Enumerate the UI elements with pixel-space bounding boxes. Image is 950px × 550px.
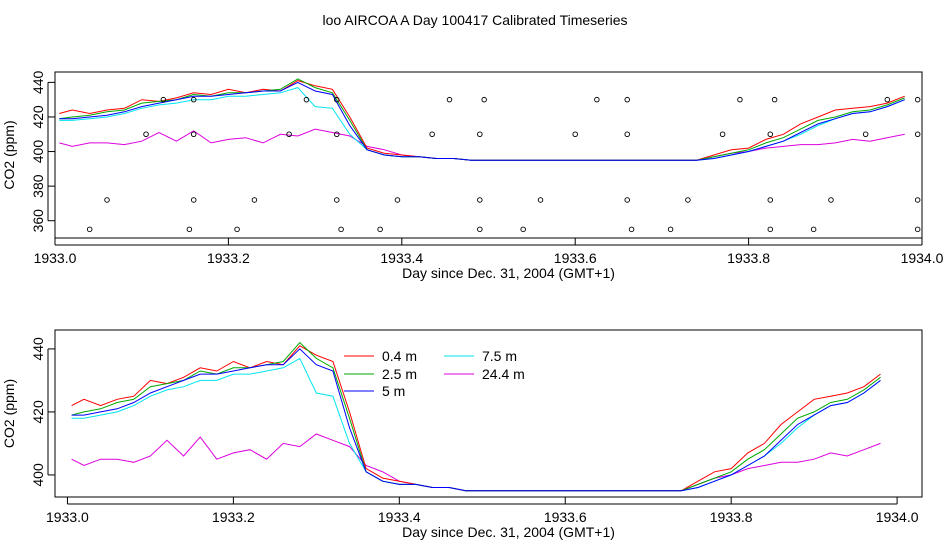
data-marker bbox=[86, 226, 93, 233]
data-marker bbox=[667, 226, 674, 233]
data-marker bbox=[334, 131, 340, 137]
data-marker bbox=[481, 96, 487, 103]
legend-label: 2.5 m bbox=[382, 366, 417, 382]
legend-label: 0.4 m bbox=[382, 348, 417, 364]
data-marker bbox=[186, 226, 193, 233]
data-marker bbox=[537, 197, 544, 203]
legend-label: 5 m bbox=[382, 383, 405, 399]
legend-label: 24.4 m bbox=[482, 366, 525, 382]
data-marker bbox=[572, 131, 578, 137]
data-marker bbox=[914, 226, 921, 233]
data-marker bbox=[143, 131, 149, 137]
data-marker bbox=[477, 131, 483, 137]
x-tick-label: 1933.6 bbox=[554, 250, 597, 266]
plot-area bbox=[71, 341, 881, 492]
series-line-h5 bbox=[71, 348, 881, 492]
data-marker bbox=[334, 96, 340, 103]
series-line-h0_4 bbox=[71, 345, 881, 492]
data-marker bbox=[303, 96, 310, 103]
x-axis-title: Day since Dec. 31, 2004 (GMT+1) bbox=[402, 265, 615, 281]
x-tick-label: 1933.6 bbox=[544, 509, 587, 525]
bottom-panel: 1933.0 1933.2 1933.4 1933.6 1933.8 1934.0 Day … bbox=[1, 329, 923, 540]
data-marker bbox=[914, 131, 921, 137]
data-marker bbox=[446, 96, 453, 103]
data-marker bbox=[104, 197, 110, 203]
data-marker bbox=[719, 131, 726, 137]
x-tick-label: 1933.2 bbox=[207, 250, 250, 266]
series-line-h5 bbox=[59, 81, 905, 161]
y-tick-label: 360 bbox=[30, 209, 46, 233]
data-marker bbox=[234, 226, 240, 233]
y-tick-label: 440 bbox=[30, 70, 46, 94]
data-marker bbox=[685, 197, 691, 203]
data-marker bbox=[771, 96, 778, 103]
data-marker bbox=[190, 131, 197, 137]
plot-frame bbox=[54, 329, 923, 498]
data-marker bbox=[334, 197, 340, 203]
data-marker bbox=[828, 197, 834, 203]
series-line-h2_5 bbox=[59, 78, 905, 161]
y-axis-title: CO2 (ppm) bbox=[1, 379, 17, 448]
y-tick-label: 440 bbox=[30, 337, 46, 361]
series-line-h7_5 bbox=[71, 357, 881, 492]
data-marker bbox=[767, 131, 774, 137]
x-tick-label: 1933.8 bbox=[727, 250, 770, 266]
x-tick-label: 1933.4 bbox=[380, 250, 423, 266]
series-line-h2_5 bbox=[71, 341, 881, 492]
y-axis-title: CO2 (ppm) bbox=[1, 120, 17, 189]
data-marker bbox=[594, 96, 600, 103]
x-tick-label: 1933.0 bbox=[46, 509, 89, 525]
x-tick-label: 1934.0 bbox=[876, 509, 919, 525]
data-marker bbox=[624, 96, 630, 103]
data-marker bbox=[286, 131, 292, 137]
data-marker bbox=[767, 226, 774, 233]
data-marker bbox=[338, 226, 344, 233]
y-tick-label: 420 bbox=[30, 400, 46, 424]
data-marker bbox=[628, 226, 635, 233]
data-marker bbox=[251, 197, 258, 203]
top-panel: 1933.0 1933.2 1933.4 1933.6 1933.8 1934.0 Day … bbox=[1, 70, 944, 281]
series-line-h24_4 bbox=[71, 433, 881, 492]
data-marker bbox=[477, 226, 483, 233]
data-marker bbox=[190, 197, 197, 203]
data-marker bbox=[394, 197, 401, 203]
data-marker bbox=[914, 96, 921, 103]
data-marker bbox=[737, 96, 743, 103]
data-marker bbox=[477, 197, 483, 203]
data-marker bbox=[862, 131, 869, 137]
data-marker bbox=[767, 197, 774, 203]
data-marker bbox=[520, 226, 526, 233]
data-marker bbox=[884, 96, 891, 103]
data-marker bbox=[624, 131, 630, 137]
y-tick-label: 400 bbox=[30, 463, 46, 487]
data-marker bbox=[914, 197, 921, 203]
data-marker bbox=[810, 226, 817, 233]
x-tick-label: 1933.8 bbox=[710, 509, 753, 525]
data-marker bbox=[624, 197, 630, 203]
legend: 0.4 m 2.5 m5 m 7.5 m 24.4 m bbox=[344, 348, 525, 399]
x-tick-label: 1933.2 bbox=[212, 509, 255, 525]
chart-title: loo AIRCOA A Day 100417 Calibrated Times… bbox=[322, 12, 627, 28]
plot-area bbox=[59, 78, 921, 233]
legend-label: 7.5 m bbox=[482, 348, 517, 364]
plot-frame bbox=[54, 71, 923, 239]
series-line-h0_4 bbox=[59, 80, 905, 161]
data-marker bbox=[190, 96, 197, 103]
x-tick-label: 1933.4 bbox=[378, 509, 421, 525]
x-tick-label: 1934.0 bbox=[901, 250, 944, 266]
data-marker bbox=[429, 131, 435, 137]
y-tick-label: 420 bbox=[30, 105, 46, 129]
y-tick-label: 380 bbox=[30, 174, 46, 198]
data-marker bbox=[160, 96, 167, 103]
x-axis-title: Day since Dec. 31, 2004 (GMT+1) bbox=[402, 524, 615, 540]
y-tick-label: 400 bbox=[30, 140, 46, 164]
data-marker bbox=[377, 226, 383, 233]
x-tick-label: 1933.0 bbox=[34, 250, 77, 266]
